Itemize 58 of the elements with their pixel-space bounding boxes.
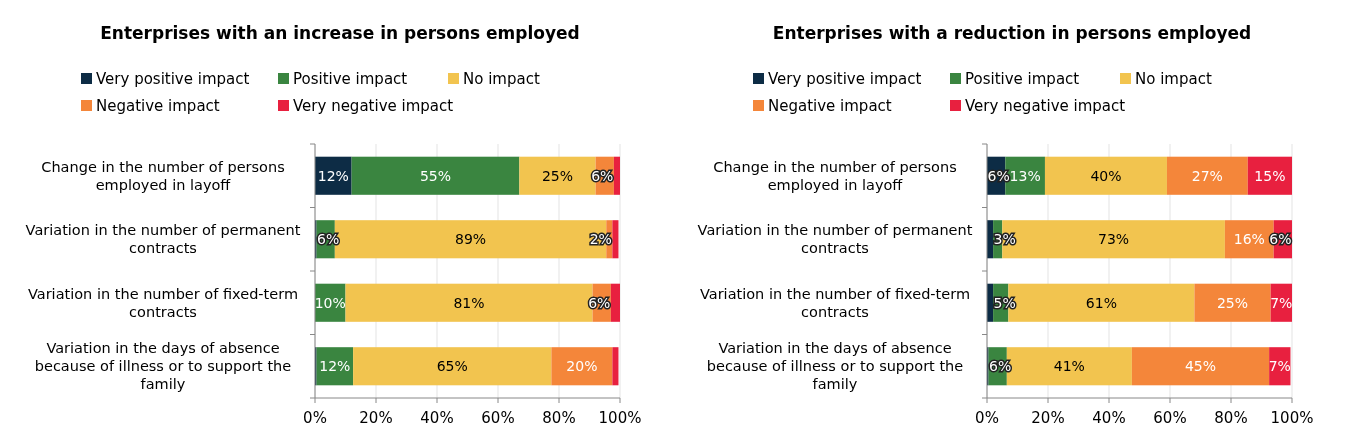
data-label: 2% xyxy=(589,231,612,248)
data-label: 6% xyxy=(591,167,614,184)
data-label: 61% xyxy=(1085,294,1117,311)
x-tick-label: 60% xyxy=(481,409,515,427)
data-label: 7% xyxy=(1270,294,1293,311)
data-label: 25% xyxy=(541,167,574,184)
legend-label: Very negative impact xyxy=(965,97,1126,115)
x-tick-label: 40% xyxy=(1092,409,1126,427)
legend-label: Positive impact xyxy=(965,70,1080,88)
x-tick-label: 100% xyxy=(1270,409,1314,427)
y-tick-label: Variation in the number of fixed-term contracts xyxy=(27,285,299,320)
legend-label: Positive impact xyxy=(293,70,408,88)
y-tick-label: Change in the number of persons employed in layoff xyxy=(41,158,285,193)
data-label: 6% xyxy=(987,167,1010,184)
chart-title: Enterprises with an increase in persons employed xyxy=(100,23,580,43)
data-label: 81% xyxy=(453,294,485,311)
legend-label: No impact xyxy=(463,70,540,88)
y-tick-label: Variation in the number of fixed-term contracts xyxy=(699,285,971,320)
data-label: 12% xyxy=(319,358,351,375)
x-tick-label: 80% xyxy=(1214,409,1248,427)
data-label: 10% xyxy=(314,294,346,311)
y-tick-label: Variation in the number of permanent contracts xyxy=(25,222,301,257)
legend-label: Very positive impact xyxy=(768,70,922,88)
x-tick-label: 80% xyxy=(542,409,576,427)
legend-label: Very positive impact xyxy=(96,70,250,88)
data-label: 41% xyxy=(1053,358,1085,375)
y-tick-label: Variation in the days of absence because of illness or to support the family xyxy=(706,340,964,393)
x-tick-label: 40% xyxy=(420,409,454,427)
x-tick-label: 60% xyxy=(1153,409,1187,427)
data-label: 6% xyxy=(1269,231,1292,248)
x-tick-label: 20% xyxy=(359,409,393,427)
data-label: 27% xyxy=(1191,167,1223,184)
legend-label: No impact xyxy=(1135,70,1212,88)
x-tick-label: 0% xyxy=(303,409,327,427)
data-label: 45% xyxy=(1184,358,1217,375)
legend-label: Negative impact xyxy=(768,97,892,115)
data-label: 12% xyxy=(317,167,349,184)
data-label: 73% xyxy=(1098,231,1130,248)
y-tick-label: Variation in the number of permanent contracts xyxy=(697,222,973,257)
y-tick-label: Change in the number of persons employed in layoff xyxy=(713,158,957,193)
data-label: 55% xyxy=(419,167,452,184)
data-label: 16% xyxy=(1233,231,1265,248)
data-label: 65% xyxy=(436,358,468,375)
chart-title: Enterprises with a reduction in persons employed xyxy=(772,23,1252,43)
x-tick-label: 100% xyxy=(598,409,642,427)
y-tick-label: Variation in the days of absence because of illness or to support the family xyxy=(34,340,292,393)
data-label: 6% xyxy=(588,294,611,311)
legend-label: Very negative impact xyxy=(293,97,454,115)
x-tick-label: 0% xyxy=(975,409,999,427)
data-label: 15% xyxy=(1254,167,1286,184)
legend-label: Negative impact xyxy=(96,97,220,115)
data-label: 25% xyxy=(1216,294,1249,311)
data-label: 13% xyxy=(1009,167,1041,184)
data-label: 7% xyxy=(1268,358,1291,375)
data-label: 20% xyxy=(566,358,598,375)
data-label: 89% xyxy=(454,231,487,248)
x-tick-label: 20% xyxy=(1031,409,1065,427)
data-label: 40% xyxy=(1090,167,1122,184)
